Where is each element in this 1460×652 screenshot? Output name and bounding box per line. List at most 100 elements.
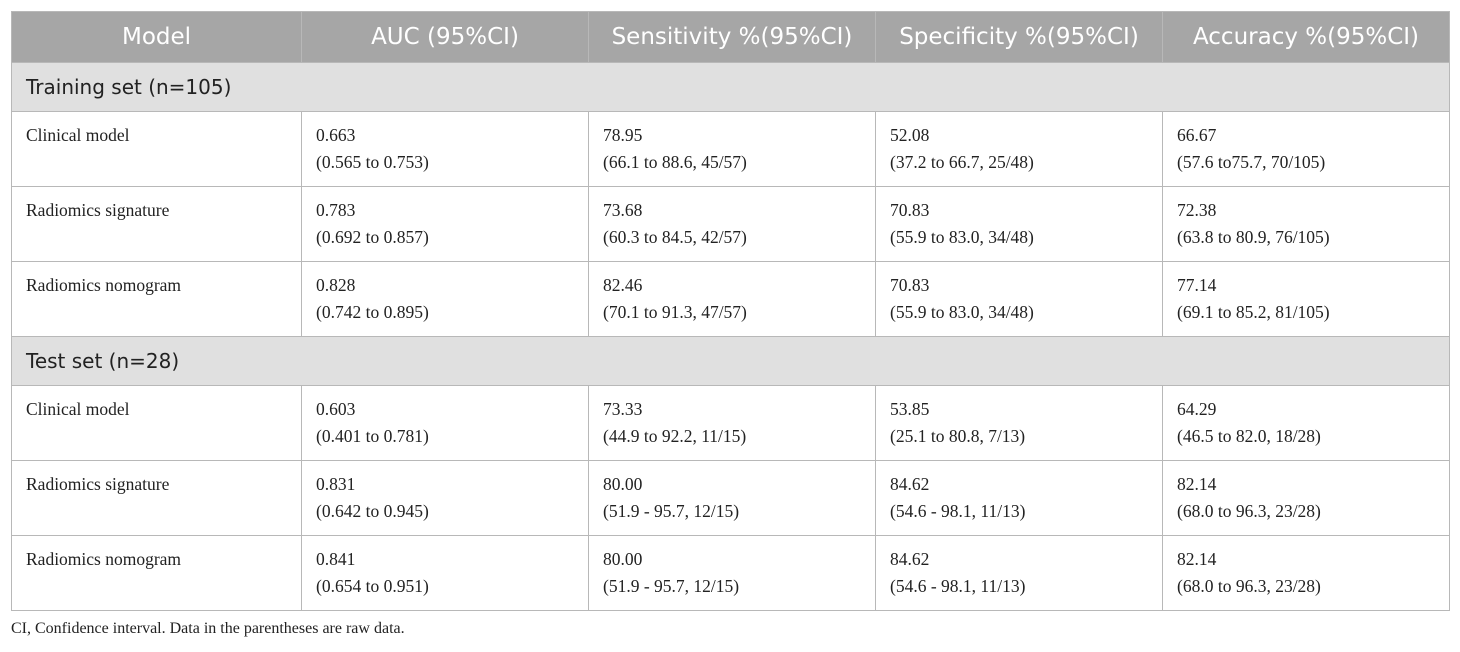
header-row: Model AUC (95%CI) Sensitivity %(95%CI) S… [11,11,1450,63]
section-title: Test set (n=28) [11,336,1450,386]
specificity-cell: 53.85 (25.1 to 80.8, 7/13) [875,385,1163,461]
accuracy-cell: 82.14 (68.0 to 96.3, 23/28) [1162,535,1450,611]
specificity-value: 70.83 [890,275,930,295]
specificity-interval: (54.6 - 98.1, 11/13) [890,576,1026,596]
accuracy-interval: (63.8 to 80.9, 76/105) [1177,227,1330,247]
accuracy-value: 82.14 [1177,474,1217,494]
table-row: Radiomics signature 0.831 (0.642 to 0.945… [11,460,1450,536]
accuracy-cell: 82.14 (68.0 to 96.3, 23/28) [1162,460,1450,536]
accuracy-value: 64.29 [1177,399,1217,419]
section-row: Test set (n=28) [11,336,1450,386]
sensitivity-interval: (44.9 to 92.2, 11/15) [603,426,747,446]
accuracy-cell: 64.29 (46.5 to 82.0, 18/28) [1162,385,1450,461]
sensitivity-value: 73.68 [603,200,643,220]
header-sensitivity: Sensitivity %(95%CI) [588,11,876,63]
model-name: Radiomics signature [26,200,170,220]
specificity-cell: 52.08 (37.2 to 66.7, 25/48) [875,111,1163,187]
sensitivity-cell: 73.68 (60.3 to 84.5, 42/57) [588,186,876,262]
table-body: Training set (n=105) Clinical model 0.663… [11,62,1450,611]
accuracy-cell: 72.38 (63.8 to 80.9, 76/105) [1162,186,1450,262]
accuracy-interval: (46.5 to 82.0, 18/28) [1177,426,1321,446]
model-name: Clinical model [26,399,130,419]
cell-spacer [26,299,301,326]
sensitivity-cell: 73.33 (44.9 to 92.2, 11/15) [588,385,876,461]
accuracy-interval: (57.6 to75.7, 70/105) [1177,152,1326,172]
sensitivity-interval: (60.3 to 84.5, 42/57) [603,227,747,247]
section-row: Training set (n=105) [11,62,1450,112]
accuracy-cell: 66.67 (57.6 to75.7, 70/105) [1162,111,1450,187]
model-name: Radiomics signature [26,474,170,494]
auc-cell: 0.783 (0.692 to 0.857) [301,186,589,262]
table-row: Radiomics nomogram 0.828 (0.742 to 0.895)… [11,261,1450,337]
cell-spacer [26,224,301,251]
auc-cell: 0.831 (0.642 to 0.945) [301,460,589,536]
accuracy-interval: (68.0 to 96.3, 23/28) [1177,576,1321,596]
sensitivity-cell: 78.95 (66.1 to 88.6, 45/57) [588,111,876,187]
specificity-interval: (25.1 to 80.8, 7/13) [890,426,1026,446]
specificity-interval: (55.9 to 83.0, 34/48) [890,302,1034,322]
results-table-container: Model AUC (95%CI) Sensitivity %(95%CI) S… [11,11,1450,611]
accuracy-cell: 77.14 (69.1 to 85.2, 81/105) [1162,261,1450,337]
auc-cell: 0.841 (0.654 to 0.951) [301,535,589,611]
sensitivity-cell: 80.00 (51.9 - 95.7, 12/15) [588,460,876,536]
accuracy-value: 72.38 [1177,200,1217,220]
model-name-cell: Clinical model [11,111,302,187]
specificity-interval: (55.9 to 83.0, 34/48) [890,227,1034,247]
sensitivity-interval: (51.9 - 95.7, 12/15) [603,501,740,521]
auc-cell: 0.663 (0.565 to 0.753) [301,111,589,187]
auc-cell: 0.828 (0.742 to 0.895) [301,261,589,337]
table-row: Clinical model 0.603 (0.401 to 0.781) 73.3… [11,385,1450,461]
table-footnote: CI, Confidence interval. Data in the par… [11,620,405,637]
model-name-cell: Radiomics nomogram [11,535,302,611]
accuracy-value: 66.67 [1177,125,1217,145]
sensitivity-cell: 82.46 (70.1 to 91.3, 47/57) [588,261,876,337]
auc-value: 0.831 [316,474,356,494]
auc-interval: (0.742 to 0.895) [316,302,429,322]
model-name-cell: Radiomics signature [11,460,302,536]
sensitivity-value: 80.00 [603,474,643,494]
specificity-cell: 70.83 (55.9 to 83.0, 34/48) [875,261,1163,337]
table-row: Clinical model 0.663 (0.565 to 0.753) 78.9… [11,111,1450,187]
section-title: Training set (n=105) [11,62,1450,112]
cell-spacer [26,573,301,600]
model-name-cell: Radiomics nomogram [11,261,302,337]
model-name-cell: Clinical model [11,385,302,461]
auc-interval: (0.692 to 0.857) [316,227,429,247]
specificity-cell: 84.62 (54.6 - 98.1, 11/13) [875,460,1163,536]
sensitivity-value: 80.00 [603,549,643,569]
specificity-cell: 70.83 (55.9 to 83.0, 34/48) [875,186,1163,262]
auc-value: 0.841 [316,549,356,569]
table-row: Radiomics nomogram 0.841 (0.654 to 0.951)… [11,535,1450,611]
auc-cell: 0.603 (0.401 to 0.781) [301,385,589,461]
sensitivity-cell: 80.00 (51.9 - 95.7, 12/15) [588,535,876,611]
sensitivity-interval: (51.9 - 95.7, 12/15) [603,576,740,596]
cell-spacer [26,149,301,176]
auc-interval: (0.401 to 0.781) [316,426,429,446]
sensitivity-value: 78.95 [603,125,643,145]
sensitivity-interval: (66.1 to 88.6, 45/57) [603,152,747,172]
header-model: Model [11,11,302,63]
specificity-interval: (54.6 - 98.1, 11/13) [890,501,1026,521]
model-name-cell: Radiomics signature [11,186,302,262]
model-name: Clinical model [26,125,130,145]
model-name: Radiomics nomogram [26,549,182,569]
sensitivity-interval: (70.1 to 91.3, 47/57) [603,302,747,322]
table-row: Radiomics signature 0.783 (0.692 to 0.857… [11,186,1450,262]
specificity-value: 84.62 [890,549,930,569]
accuracy-value: 82.14 [1177,549,1217,569]
accuracy-value: 77.14 [1177,275,1217,295]
specificity-value: 53.85 [890,399,930,419]
auc-value: 0.663 [316,125,356,145]
header-specificity: Specificity %(95%CI) [875,11,1163,63]
sensitivity-value: 73.33 [603,399,643,419]
auc-value: 0.828 [316,275,356,295]
specificity-interval: (37.2 to 66.7, 25/48) [890,152,1034,172]
specificity-value: 70.83 [890,200,930,220]
auc-interval: (0.642 to 0.945) [316,501,429,521]
specificity-cell: 84.62 (54.6 - 98.1, 11/13) [875,535,1163,611]
header-accuracy: Accuracy %(95%CI) [1162,11,1450,63]
auc-interval: (0.565 to 0.753) [316,152,429,172]
cell-spacer [26,498,301,525]
auc-interval: (0.654 to 0.951) [316,576,429,596]
specificity-value: 84.62 [890,474,930,494]
